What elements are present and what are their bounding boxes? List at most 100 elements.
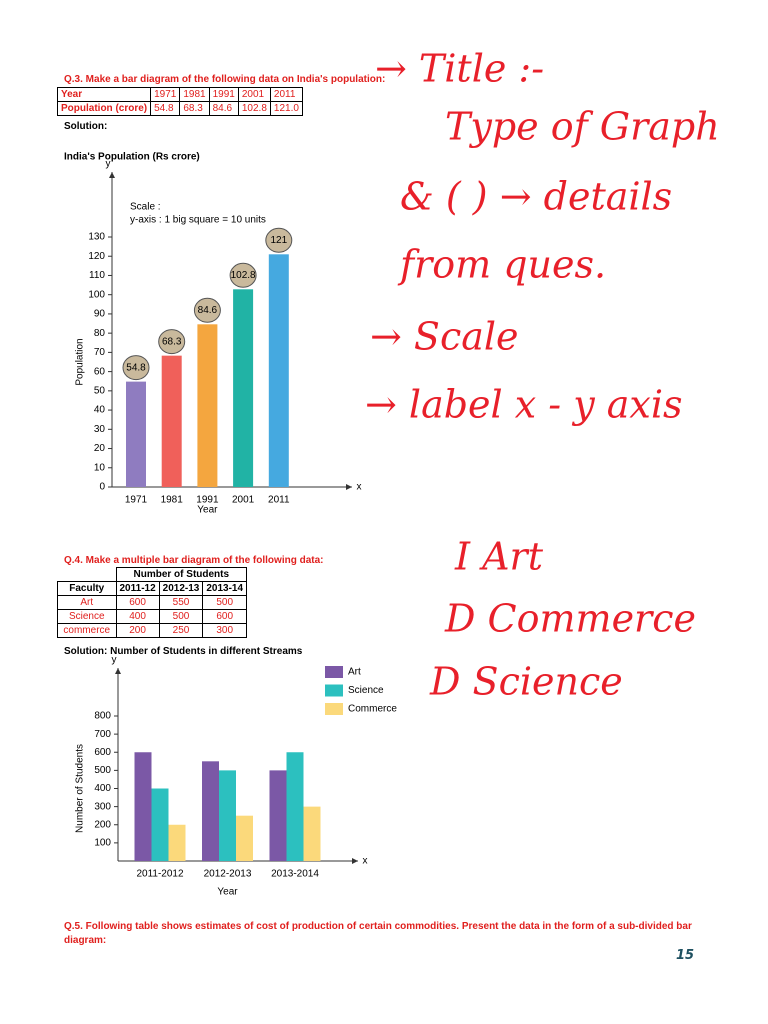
scale-note: y-axis : 1 big square = 10 units [130, 215, 266, 226]
axis-letter: x [363, 856, 368, 867]
legend-label: Commerce [348, 704, 397, 715]
y-tick-label: 30 [94, 424, 106, 435]
bar [303, 806, 321, 861]
label-badge [265, 227, 293, 253]
data-label: 84.6 [198, 305, 218, 316]
x-tick-label: 2001 [232, 495, 255, 506]
bar [219, 770, 236, 861]
handwriting: D Science [429, 660, 623, 704]
y-tick-label: 400 [94, 783, 111, 794]
y-tick-label: 100 [94, 838, 111, 849]
axis-letter: x [357, 482, 362, 493]
cell: Population (crore) [56, 101, 152, 116]
bar [269, 770, 287, 861]
data-label: 68.3 [162, 336, 182, 347]
x-tick-label: 2011-2012 [136, 869, 184, 880]
bar [236, 815, 253, 861]
bar [151, 788, 169, 861]
label-badge [229, 262, 257, 288]
x-axis-label: Year [197, 505, 218, 516]
axis-arrow [346, 484, 352, 490]
bar [168, 824, 186, 861]
legend-label: Art [348, 667, 361, 678]
y-tick-label: 10 [94, 462, 106, 473]
page-number: 15 [676, 948, 695, 963]
handwriting: D Commerce [444, 597, 696, 641]
data-label: 54.8 [126, 362, 146, 373]
y-tick-label: 40 [94, 405, 106, 416]
cell: 300 [202, 623, 248, 638]
cell: 84.6 [208, 101, 239, 116]
y-tick-label: 500 [94, 765, 111, 776]
y-tick-label: 700 [94, 729, 111, 740]
handwriting: → Scale [370, 315, 519, 359]
bar [286, 752, 304, 861]
x-tick-label: 2012-2013 [204, 869, 252, 880]
data-label: 102.8 [231, 270, 256, 281]
axis-letter: y [112, 655, 117, 666]
x-axis-label: Year [217, 887, 238, 898]
y-tick-label: 120 [88, 251, 105, 262]
students-table: Number of Students Faculty 2011-12 2012-1… [57, 567, 248, 638]
cell: 250 [158, 623, 204, 638]
y-tick-label: 80 [94, 328, 106, 339]
y-tick-label: 300 [94, 801, 111, 812]
question: Q.3. Make a bar diagram of the following… [64, 74, 386, 85]
bar [202, 761, 219, 861]
y-tick-label: 60 [94, 366, 106, 377]
axis-arrow [115, 668, 121, 674]
label-badge [158, 329, 186, 355]
y-tick-label: 100 [88, 289, 105, 300]
table-row: Number of Students [57, 567, 248, 582]
y-tick-label: 800 [94, 711, 111, 722]
bar [268, 254, 289, 487]
y-tick-label: 200 [94, 819, 111, 830]
y-axis-label: Number of Students [75, 744, 86, 833]
cell: commerce [57, 623, 117, 638]
y-tick-label: 70 [94, 347, 106, 358]
table-row: Science 400 500 600 [57, 609, 248, 624]
bar [134, 752, 152, 861]
axis-letter: y [106, 159, 111, 170]
y-tick-label: 600 [94, 747, 111, 758]
axis-arrow [109, 172, 115, 178]
y-tick-label: 90 [94, 309, 106, 320]
cell: 200 [115, 623, 160, 638]
question: Q.4. Make a multiple bar diagram of the … [64, 555, 324, 566]
cell: 102.8 [237, 101, 271, 116]
y-tick-label: 0 [99, 482, 105, 493]
y-tick-label: 50 [94, 385, 106, 396]
handwriting: → Title :- [375, 47, 544, 91]
x-tick-label: 1991 [196, 495, 219, 506]
population-table: Year 1971 1981 1991 2001 2011 Population (cro… [56, 87, 303, 116]
handwriting: → label x - y axis [365, 383, 683, 427]
x-tick-label: 2011 [268, 495, 290, 506]
handwriting: from ques. [397, 243, 606, 287]
legend-swatch [325, 703, 343, 715]
bar [233, 289, 254, 487]
table-row: Art 600 550 500 [57, 595, 248, 610]
y-tick-label: 110 [89, 270, 105, 281]
x-tick-label: 1971 [125, 495, 148, 506]
handwriting: I Art [454, 535, 544, 579]
x-tick-label: 1981 [161, 495, 184, 506]
table-row: Population (crore) 54.8 68.3 84.6 102.8 121.0 [56, 101, 303, 116]
bar [161, 355, 182, 487]
legend-swatch [325, 666, 343, 678]
handwriting: & ( ) → details [400, 175, 672, 219]
y-axis-label: Population [75, 338, 86, 385]
label-badge [122, 355, 150, 381]
table-row: commerce 200 250 300 [57, 623, 248, 638]
chart-title: India's Population (Rs crore) [64, 152, 200, 163]
y-tick-label: 20 [94, 443, 106, 454]
label-badge [193, 297, 221, 323]
legend-label: Science [348, 685, 384, 696]
question: Q.5. Following table shows estimates of … [64, 921, 692, 946]
solution: Solution: Number of Students in differen… [64, 646, 303, 657]
scale-note: Scale : [130, 202, 161, 213]
bar [197, 324, 218, 487]
axis-arrow [352, 858, 358, 864]
y-tick-label: 130 [88, 232, 105, 243]
